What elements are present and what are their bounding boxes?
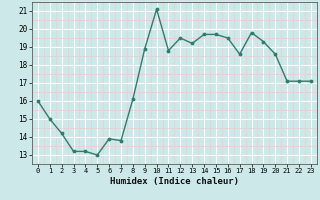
X-axis label: Humidex (Indice chaleur): Humidex (Indice chaleur) bbox=[110, 177, 239, 186]
